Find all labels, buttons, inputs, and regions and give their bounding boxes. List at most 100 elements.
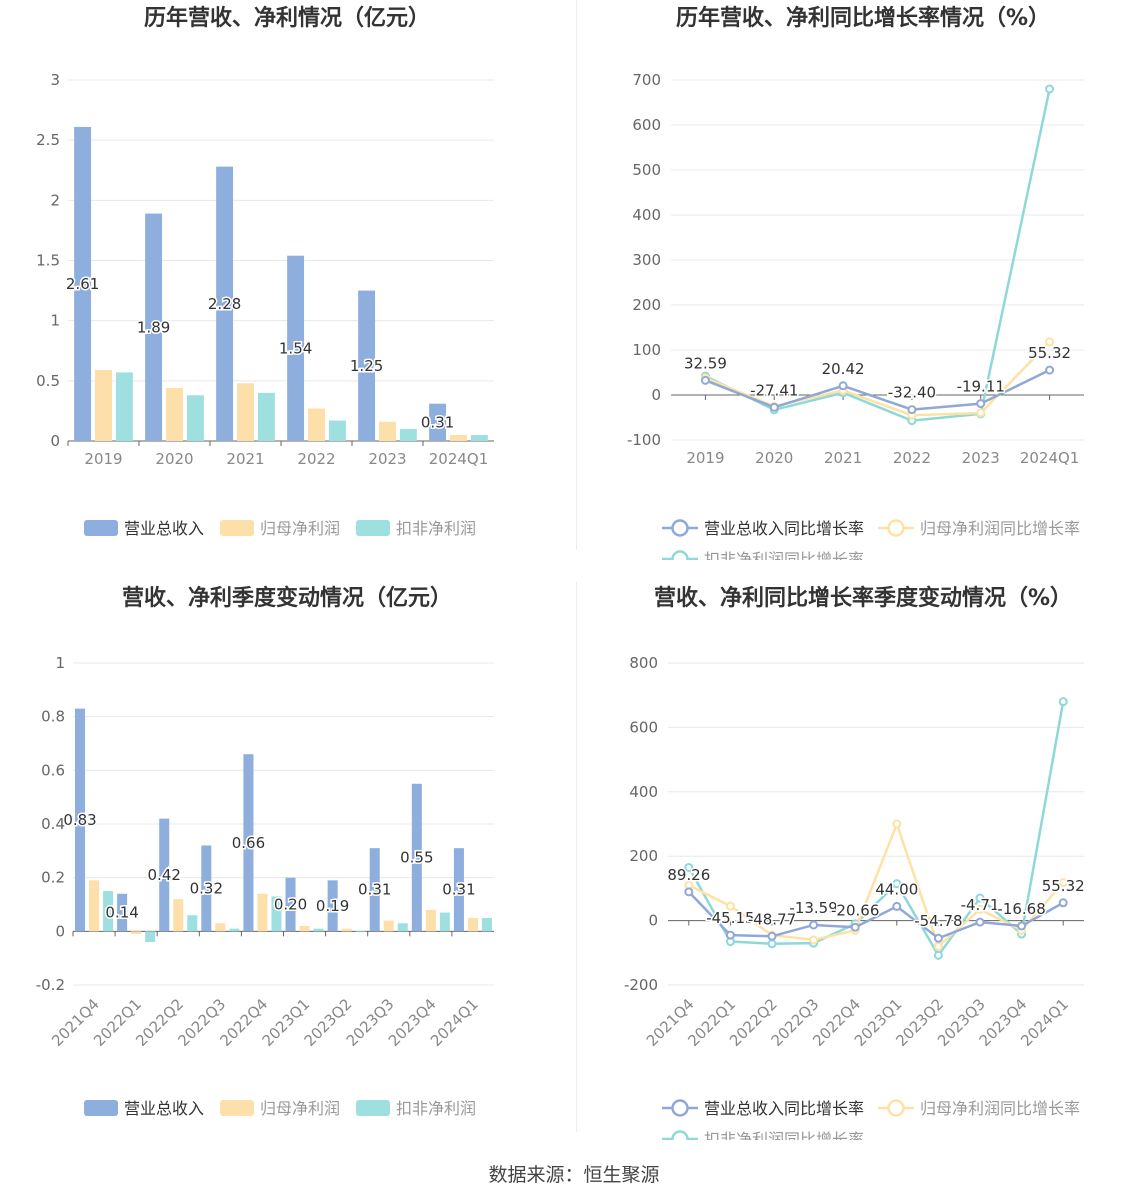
y-tick-label: 2.5: [36, 131, 60, 149]
y-tick-label: 1.5: [36, 252, 60, 270]
point-1: [1017, 921, 1027, 931]
legend-swatch: [220, 520, 254, 536]
chart-title: 历年营收、净利情况（亿元）: [144, 5, 430, 31]
legend-marker: [671, 519, 689, 537]
point-2: [1058, 878, 1068, 888]
data-label: 0.31: [358, 881, 391, 899]
point-2: [975, 904, 985, 914]
data-label: -27.41: [750, 381, 798, 399]
y-tick-label: 100: [632, 341, 661, 359]
y-tick-label: 3: [50, 71, 60, 89]
y-tick-label: -200: [624, 976, 658, 994]
x-tick-label: 2023: [962, 449, 1000, 467]
bar-3: [399, 428, 417, 441]
legend-label: 扣非净利润同比增长率: [704, 1130, 864, 1140]
point-1: [767, 931, 777, 941]
point-1: [907, 405, 917, 415]
data-label: -20.66: [831, 901, 879, 919]
data-source-note: 数据来源：恒生聚源: [488, 1164, 660, 1186]
bar-1: [74, 126, 92, 442]
bar-1: [216, 166, 234, 441]
legend-item[interactable]: 扣非净利润同比增长率: [662, 550, 864, 560]
y-tick-label: 0: [648, 912, 658, 930]
bar-1: [453, 848, 464, 932]
y-tick-label: -0.2: [36, 976, 65, 994]
bar-1: [327, 880, 338, 932]
legend-item[interactable]: 营业总收入同比增长率: [662, 1099, 864, 1118]
data-label: 0.55: [400, 849, 433, 867]
legend-item[interactable]: 营业总收入: [84, 519, 204, 538]
y-tick-label: 0.6: [41, 761, 65, 779]
x-tick-label: 2020: [155, 450, 193, 468]
annual-growth-rate-chart: 历年营收、净利同比增长率情况（%） -100 0 100 200 300 400 500 600…: [578, 0, 1148, 560]
y-tick-label: 500: [632, 161, 661, 179]
bar-1: [429, 403, 447, 441]
chart-title: 营收、净利季度变动情况（亿元）: [122, 585, 452, 611]
y-tick-label: 600: [632, 116, 661, 134]
bar-3: [257, 392, 275, 441]
bar-3: [187, 915, 198, 932]
bar-3: [229, 928, 240, 932]
legend-item[interactable]: 扣非净利润同比增长率: [662, 1130, 864, 1140]
bar-2: [89, 880, 100, 932]
bar-3: [397, 923, 408, 932]
legend-item[interactable]: 归母净利润同比增长率: [878, 1099, 1080, 1118]
bar-1: [201, 845, 212, 932]
legend-swatch: [356, 520, 390, 536]
legend-label: 归母净利润同比增长率: [920, 1099, 1080, 1118]
legend-item[interactable]: 扣非净利润: [356, 519, 476, 538]
legend-item[interactable]: 归母净利润: [220, 519, 340, 538]
data-label: -16.68: [997, 900, 1045, 918]
point-3: [933, 950, 943, 960]
y-tick-label: 200: [629, 847, 658, 865]
legend-marker: [671, 550, 689, 560]
bar-1: [243, 754, 254, 932]
data-label: 44.00: [875, 880, 918, 898]
legend-item[interactable]: 营业总收入同比增长率: [662, 519, 864, 538]
bar-3: [313, 928, 324, 932]
legend-marker: [887, 1099, 905, 1117]
point-1: [850, 922, 860, 932]
data-label: 0.83: [63, 811, 96, 829]
bar-1: [117, 893, 128, 932]
data-label: 89.26: [667, 866, 710, 884]
y-tick-label: 200: [632, 296, 661, 314]
bar-2: [257, 893, 268, 932]
panel-divider-bottom: [576, 582, 577, 1132]
legend-label: 营业总收入同比增长率: [704, 519, 864, 538]
point-2: [809, 935, 819, 945]
y-tick-label: 0: [651, 386, 661, 404]
bar-3: [186, 395, 204, 441]
bar-3: [439, 912, 450, 932]
data-label: 0.19: [316, 897, 349, 915]
quarter-line-svg: 营收、净利同比增长率季度变动情况（%）-20002004006008002021…: [624, 585, 1086, 1140]
series-line-3: [704, 88, 1051, 422]
point-1: [892, 901, 902, 911]
y-tick-label: 0.5: [36, 372, 60, 390]
data-label: 2.28: [208, 295, 241, 313]
legend-item[interactable]: 扣非净利润: [356, 1099, 476, 1118]
legend-item[interactable]: 营业总收入: [84, 1099, 204, 1118]
x-tick-label: 2024Q1: [1020, 449, 1080, 467]
point-2: [1045, 337, 1055, 347]
point-1: [975, 917, 985, 927]
legend-item[interactable]: 归母净利润同比增长率: [878, 519, 1080, 538]
y-tick-label: -100: [627, 431, 661, 449]
point-2: [725, 901, 735, 911]
legend-item[interactable]: 归母净利润: [220, 1099, 340, 1118]
y-tick-label: 600: [629, 718, 658, 736]
y-tick-label: 400: [632, 206, 661, 224]
data-label: 55.32: [1042, 877, 1085, 895]
y-tick-label: 1: [50, 312, 60, 330]
legend-label: 扣非净利润: [396, 1099, 476, 1118]
point-3: [767, 939, 777, 949]
legend-marker: [887, 519, 905, 537]
quarterly-growth-rate-chart: 营收、净利同比增长率季度变动情况（%） -200 0 200 400 600 800 2021…: [578, 580, 1148, 1140]
point-3: [892, 879, 902, 889]
x-tick-label: 2021: [226, 450, 264, 468]
point-1: [769, 402, 779, 412]
data-label: 1.54: [279, 339, 312, 357]
point-1: [684, 887, 694, 897]
y-tick-label: 0: [55, 922, 65, 940]
bar-2: [383, 920, 394, 932]
